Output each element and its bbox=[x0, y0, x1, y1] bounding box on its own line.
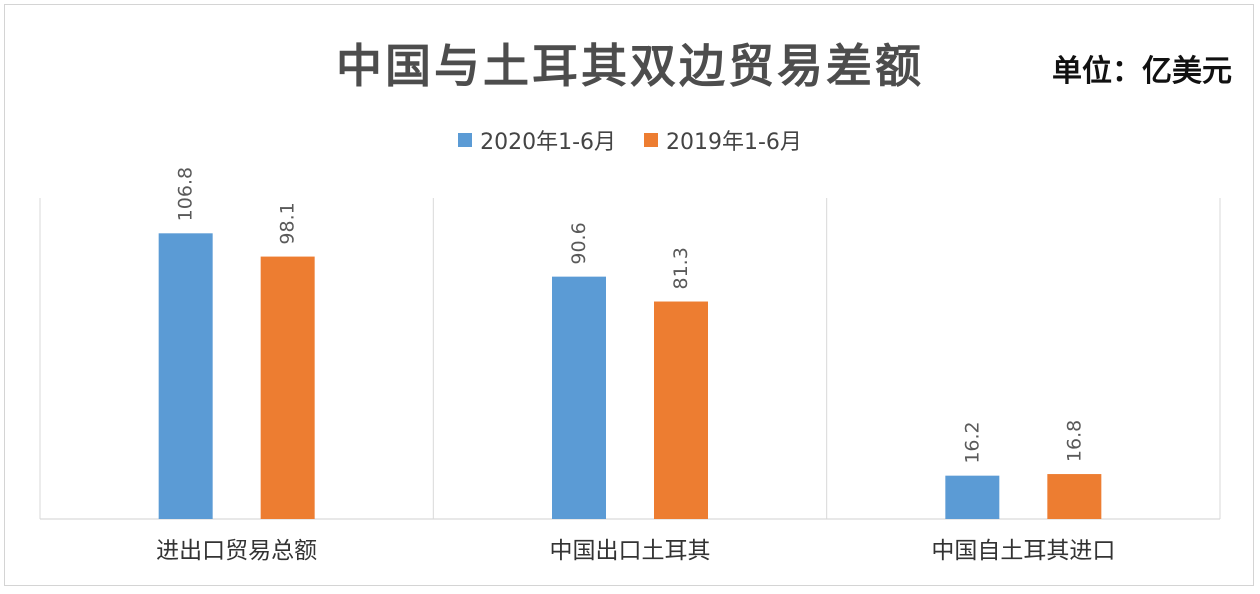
data-label: 81.3 bbox=[670, 247, 692, 289]
legend-item-2019: 2019年1-6月 bbox=[644, 124, 802, 156]
legend-item-2020: 2020年1-6月 bbox=[458, 124, 616, 156]
bar-2020 bbox=[945, 475, 1000, 519]
legend-label-2020: 2020年1-6月 bbox=[480, 130, 616, 155]
legend-swatch-2019 bbox=[644, 133, 658, 147]
category-label: 中国自土耳其进口 bbox=[931, 538, 1115, 564]
data-label: 106.8 bbox=[175, 167, 197, 221]
data-label: 16.8 bbox=[1063, 420, 1085, 462]
data-label: 90.6 bbox=[568, 222, 590, 264]
category-label: 中国出口土耳其 bbox=[550, 538, 711, 564]
data-label: 16.2 bbox=[961, 421, 983, 463]
legend: 2020年1-6月 2019年1-6月 bbox=[0, 124, 1260, 156]
data-label: 98.1 bbox=[277, 202, 299, 244]
bar-2020 bbox=[158, 233, 213, 519]
bar-2020 bbox=[552, 276, 606, 519]
legend-swatch-2020 bbox=[458, 133, 473, 147]
chart-title: 中国与土耳其双边贸易差额 bbox=[336, 39, 924, 93]
legend-label-2019: 2019年1-6月 bbox=[666, 130, 802, 155]
bar-2019 bbox=[654, 301, 708, 519]
category-label: 进出口贸易总额 bbox=[156, 538, 317, 564]
bar-2019 bbox=[1047, 474, 1102, 519]
bar-2019 bbox=[260, 256, 315, 519]
unit-label: 单位：亿美元 bbox=[1052, 54, 1232, 89]
